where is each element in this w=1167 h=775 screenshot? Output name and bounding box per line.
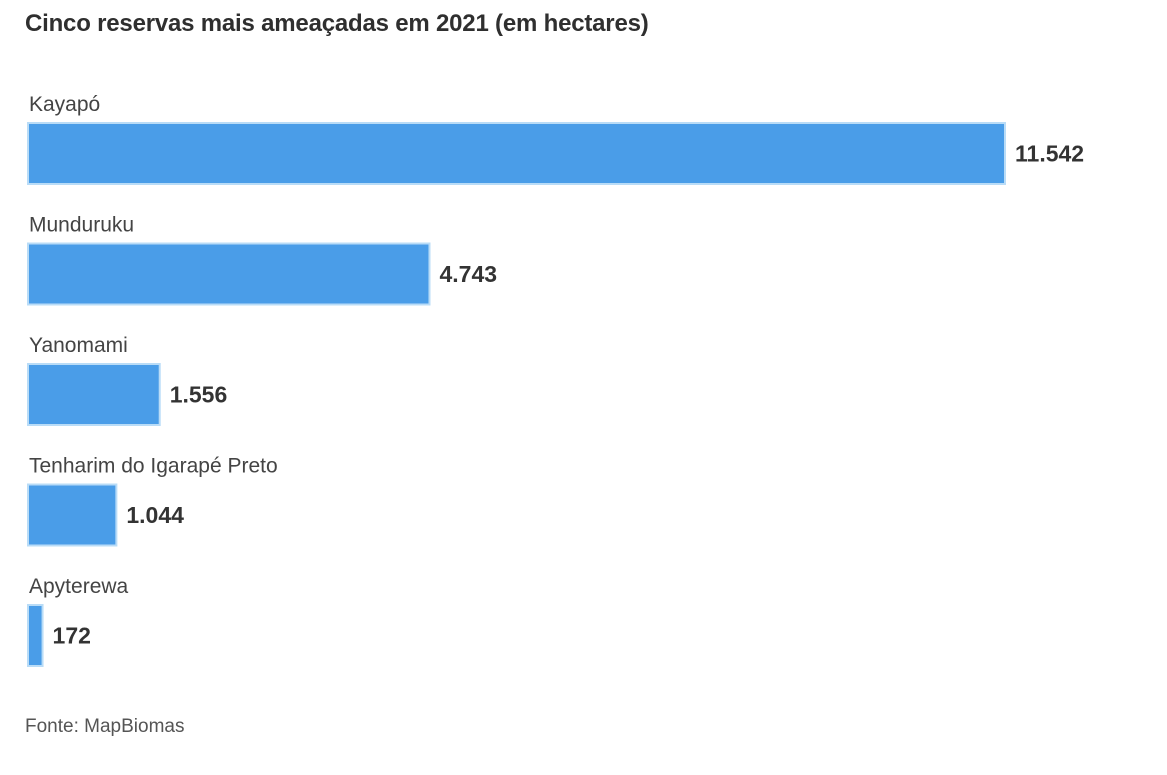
category-label: Kayapó [29,93,100,116]
bar [27,122,1006,185]
bar [27,363,161,426]
category-label: Tenharim do Igarapé Preto [29,455,278,478]
chart-title: Cinco reservas mais ameaçadas em 2021 (e… [25,10,649,37]
category-label: Munduruku [29,214,134,237]
value-label: 172 [53,623,91,649]
value-label: 1.556 [170,382,228,408]
value-label: 11.542 [1015,141,1084,167]
source-note: Fonte: MapBiomas [25,716,185,737]
value-label: 4.743 [439,261,497,287]
bar [27,483,118,547]
bar [27,242,431,306]
bar [27,604,44,667]
value-label: 1.044 [126,502,184,528]
category-label: Apyterewa [29,575,129,598]
bar-chart: Kayapó 11.542 Munduruku 4.743 Yanomami 1.556 T… [27,93,1084,667]
category-label: Yanomami [29,334,128,357]
